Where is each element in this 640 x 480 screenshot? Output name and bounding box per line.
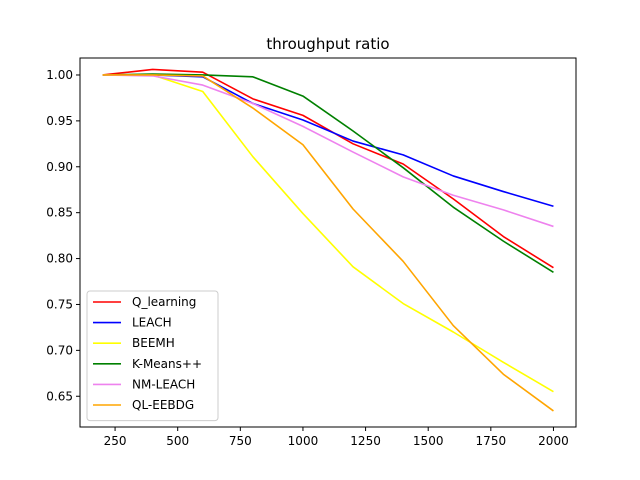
y-tick-label: 0.90 bbox=[46, 160, 73, 174]
series-line-q-learning bbox=[102, 68, 554, 269]
x-tick-label: 1750 bbox=[476, 434, 507, 448]
legend-label-q-learning: Q_learning bbox=[132, 295, 196, 309]
axes-frame bbox=[79, 57, 577, 428]
legend-label-beemh: BEEMH bbox=[132, 336, 175, 350]
series-line-k-means bbox=[102, 73, 554, 274]
y-tick-label: 0.85 bbox=[46, 206, 73, 220]
plot-area: 250 500 750 1000 1250 1500 1750 2000 0.65 0.70 0.7… bbox=[46, 57, 577, 448]
legend-label-leach: LEACH bbox=[132, 316, 172, 330]
y-tick-label: 0.75 bbox=[46, 297, 73, 311]
legend-label-ql-eebdg: QL-EEBDG bbox=[132, 398, 194, 412]
y-tick-label: 0.65 bbox=[46, 389, 73, 403]
legend: Q_learning LEACH BEEMH K-Means++ NM-LEACH QL-… bbox=[86, 290, 219, 422]
x-tick-label: 1250 bbox=[350, 434, 381, 448]
y-tick-label: 0.95 bbox=[46, 114, 73, 128]
x-tick-label: 1000 bbox=[288, 434, 319, 448]
y-tick-label: 0.70 bbox=[46, 343, 73, 357]
y-tick-label: 1.00 bbox=[46, 68, 73, 82]
x-tick-label: 1500 bbox=[413, 434, 444, 448]
chart-title: throughput ratio bbox=[266, 35, 389, 53]
series-line-ql-eebdg bbox=[102, 74, 554, 412]
legend-label-nm-leach: NM-LEACH bbox=[132, 377, 195, 391]
y-tick-label: 0.80 bbox=[46, 252, 73, 266]
series-line-beemh bbox=[102, 74, 554, 393]
x-tick-label: 250 bbox=[104, 434, 127, 448]
legend-label-k-means: K-Means++ bbox=[132, 357, 202, 371]
x-tick-label: 2000 bbox=[538, 434, 569, 448]
x-tick-label: 750 bbox=[229, 434, 252, 448]
series-line-nm-leach bbox=[102, 74, 554, 228]
x-tick-label: 500 bbox=[166, 434, 189, 448]
